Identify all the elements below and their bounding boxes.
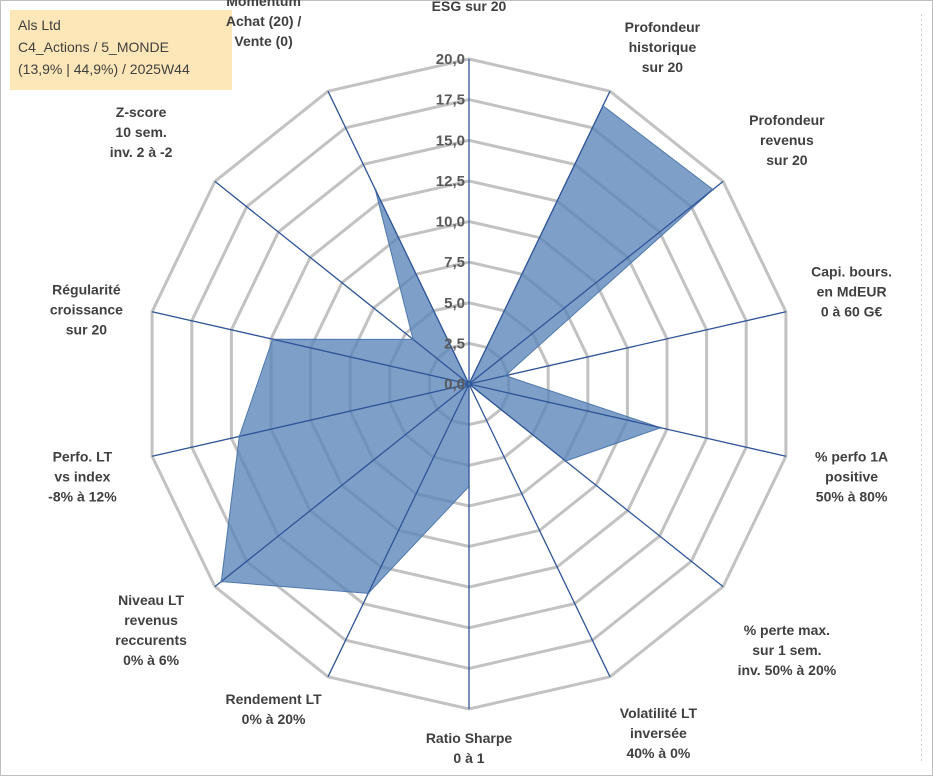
axis-label-line: inv. 50% à 20% [738,662,837,678]
data-point [411,338,415,341]
right-edge-line [921,14,922,764]
data-point [564,459,567,463]
axis-label-line: 0 à 1 [453,750,484,766]
axis-label: Profondeur historique sur 20 [625,19,701,75]
axis-label-line: sur 1 sem. [752,642,821,658]
axis-label-line: 50% à 80% [816,489,888,505]
axis-spoke [468,383,787,457]
axis-label-line: % perfo 1A [815,449,888,465]
axis-label-line: 40% à 0% [626,745,690,761]
tick-label: 7,5 [444,254,465,271]
axis-label-line: sur 20 [642,59,683,75]
axis-label-line: revenus [760,132,814,148]
axis-label-line: Vente (0) [234,33,292,49]
axis-label: % perte max. sur 1 sem. inv. 50% à 20% [738,622,837,678]
axis-label-line: Achat (20) / [226,13,302,29]
axis-spoke [214,383,470,588]
data-point [467,382,471,386]
axis-label: Capi. bours. en MdEUR 0 à 60 G€ [811,264,892,320]
axis-label-line: Rendement LT [225,691,322,707]
tick-label: 5,0 [444,295,465,312]
data-point [271,338,274,341]
tick-label: 0,0 [444,376,465,393]
axis-label: Profondeur revenus sur 20 [749,112,825,168]
axis-label: Régularité croissance sur 20 [50,282,123,338]
axis-label-line: Momentum [226,0,301,9]
data-point [467,485,471,488]
axis-spoke [214,180,470,385]
data-point [601,104,605,108]
period-label: (13,9% | 44,9%) / 2025W44 [18,61,190,77]
axis-label-line: Régularité [52,282,121,298]
axis-label-line: Niveau LT [118,592,184,608]
axis-label-line: Profondeur [625,19,701,35]
data-point [374,188,377,191]
axis-spoke [468,311,787,385]
axis-spoke [468,90,611,385]
tick-label: 2,5 [444,335,465,352]
data-point [367,592,370,595]
axis-spoke [468,383,611,678]
axis-label-line: revenus [124,612,178,628]
axis-label-line: % perte max. [744,622,830,638]
axis-label: Rendement LT 0% à 20% [225,691,322,727]
tick-label: 15,0 [436,132,465,149]
tick-label: 20,0 [436,51,465,68]
axis-label: % perfo 1A positive 50% à 80% [815,449,888,505]
axis-label: Volatilité LT inversée 40% à 0% [620,705,698,761]
axis-label-line: croissance [50,302,123,318]
axis-spoke [327,90,470,385]
axis-label: NoteESG sur 20 [432,0,507,14]
axis-spoke [468,180,724,385]
axis-label-line: vs index [54,469,110,485]
axis-label: Perfo. LT vs index -8% à 12% [48,449,117,505]
tick-label: 10,0 [436,214,465,231]
data-point [711,188,715,191]
axis-label-line: ESG sur 20 [432,0,507,14]
axis-label-line: Ratio Sharpe [426,730,513,746]
company-name: Als Ltd [18,17,61,33]
tick-label: 17,5 [436,92,465,109]
axis-label-line: sur 20 [766,152,807,168]
axis-label-line: inv. 2 à -2 [110,144,173,160]
axis-label-line: sur 20 [66,322,107,338]
category-label: C4_Actions / 5_MONDE [18,39,169,55]
axis-spoke [151,311,470,385]
axis-label-line: Volatilité LT [620,705,698,721]
axis-label-line: positive [825,469,878,485]
axis-label-line: 10 sem. [115,124,166,140]
axis-label-line: Profondeur [749,112,825,128]
data-point [220,580,223,583]
data-point [238,435,241,438]
axis-label-line: 0% à 6% [123,652,180,668]
axis-label-line: 0% à 20% [242,711,306,727]
axis-label: Z-score 10 sem. inv. 2 à -2 [110,104,173,160]
axis-label-line: -8% à 12% [48,489,117,505]
axis-spoke [327,383,470,678]
tick-label: 12,5 [436,173,465,190]
data-point [504,374,507,377]
axis-label-line: Perfo. LT [53,449,113,465]
info-box: Als Ltd C4_Actions / 5_MONDE (13,9% | 44… [10,10,232,90]
axis-label-line: inversée [630,725,687,741]
axis-label-line: en MdEUR [817,284,887,300]
axis-label-line: reccurents [115,632,187,648]
axis-label-line: Capi. bours. [811,264,892,280]
data-point [659,426,662,429]
axis-label-line: Z-score [116,104,167,120]
axis-label: Momentum Achat (20) / Vente (0) [226,0,302,49]
axis-spoke [151,383,470,457]
axis-label-line: historique [629,39,697,55]
axis-label: Ratio Sharpe 0 à 1 [426,730,513,766]
axis-spoke [468,383,724,588]
axis-label-line: 0 à 60 G€ [821,304,883,320]
axis-label: Niveau LT revenus reccurents 0% à 6% [115,592,187,668]
